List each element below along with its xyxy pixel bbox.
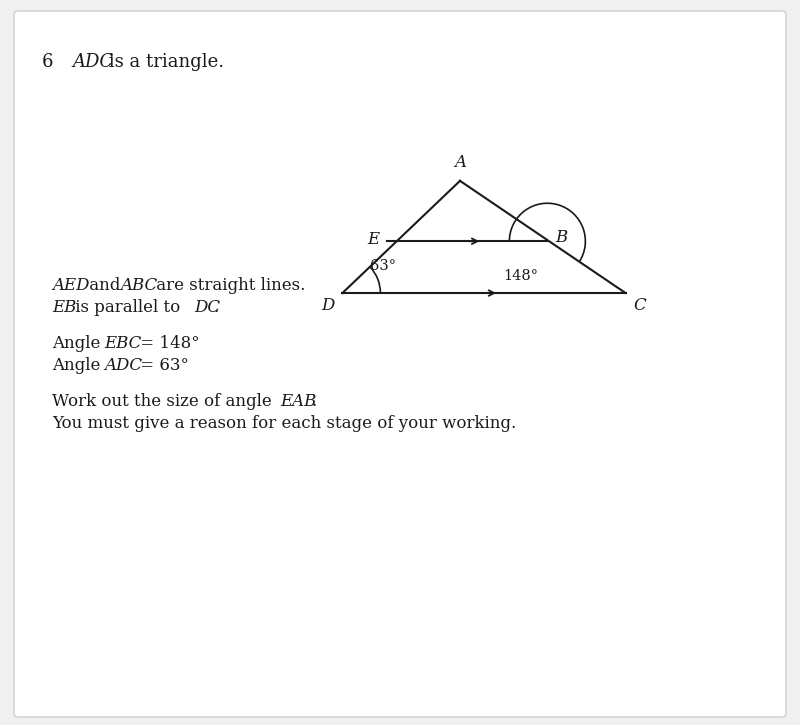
Text: E: E <box>367 231 379 248</box>
Text: Work out the size of angle: Work out the size of angle <box>52 393 277 410</box>
Text: 6: 6 <box>42 53 54 71</box>
Text: AED: AED <box>52 277 90 294</box>
Text: .: . <box>213 299 218 316</box>
Text: ADC: ADC <box>72 53 113 71</box>
Text: 148°: 148° <box>503 269 538 283</box>
Text: Angle: Angle <box>52 357 106 374</box>
Text: B: B <box>555 229 568 246</box>
Text: = 63°: = 63° <box>135 357 189 374</box>
Text: A: A <box>454 154 466 171</box>
Text: EAB: EAB <box>280 393 316 410</box>
Text: DC: DC <box>194 299 220 316</box>
Text: You must give a reason for each stage of your working.: You must give a reason for each stage of… <box>52 415 516 432</box>
Text: EB: EB <box>52 299 76 316</box>
Text: is a triangle.: is a triangle. <box>103 53 224 71</box>
Text: = 148°: = 148° <box>135 335 200 352</box>
Text: ADC: ADC <box>104 357 142 374</box>
Text: are straight lines.: are straight lines. <box>151 277 306 294</box>
FancyBboxPatch shape <box>14 11 786 717</box>
Text: ABC: ABC <box>120 277 158 294</box>
Text: and: and <box>84 277 126 294</box>
Text: D: D <box>321 297 334 314</box>
Text: EBC: EBC <box>104 335 142 352</box>
Text: Angle: Angle <box>52 335 106 352</box>
Text: is parallel to: is parallel to <box>70 299 186 316</box>
Text: 63°: 63° <box>370 259 397 273</box>
Text: .: . <box>311 393 316 410</box>
Text: C: C <box>634 297 646 314</box>
